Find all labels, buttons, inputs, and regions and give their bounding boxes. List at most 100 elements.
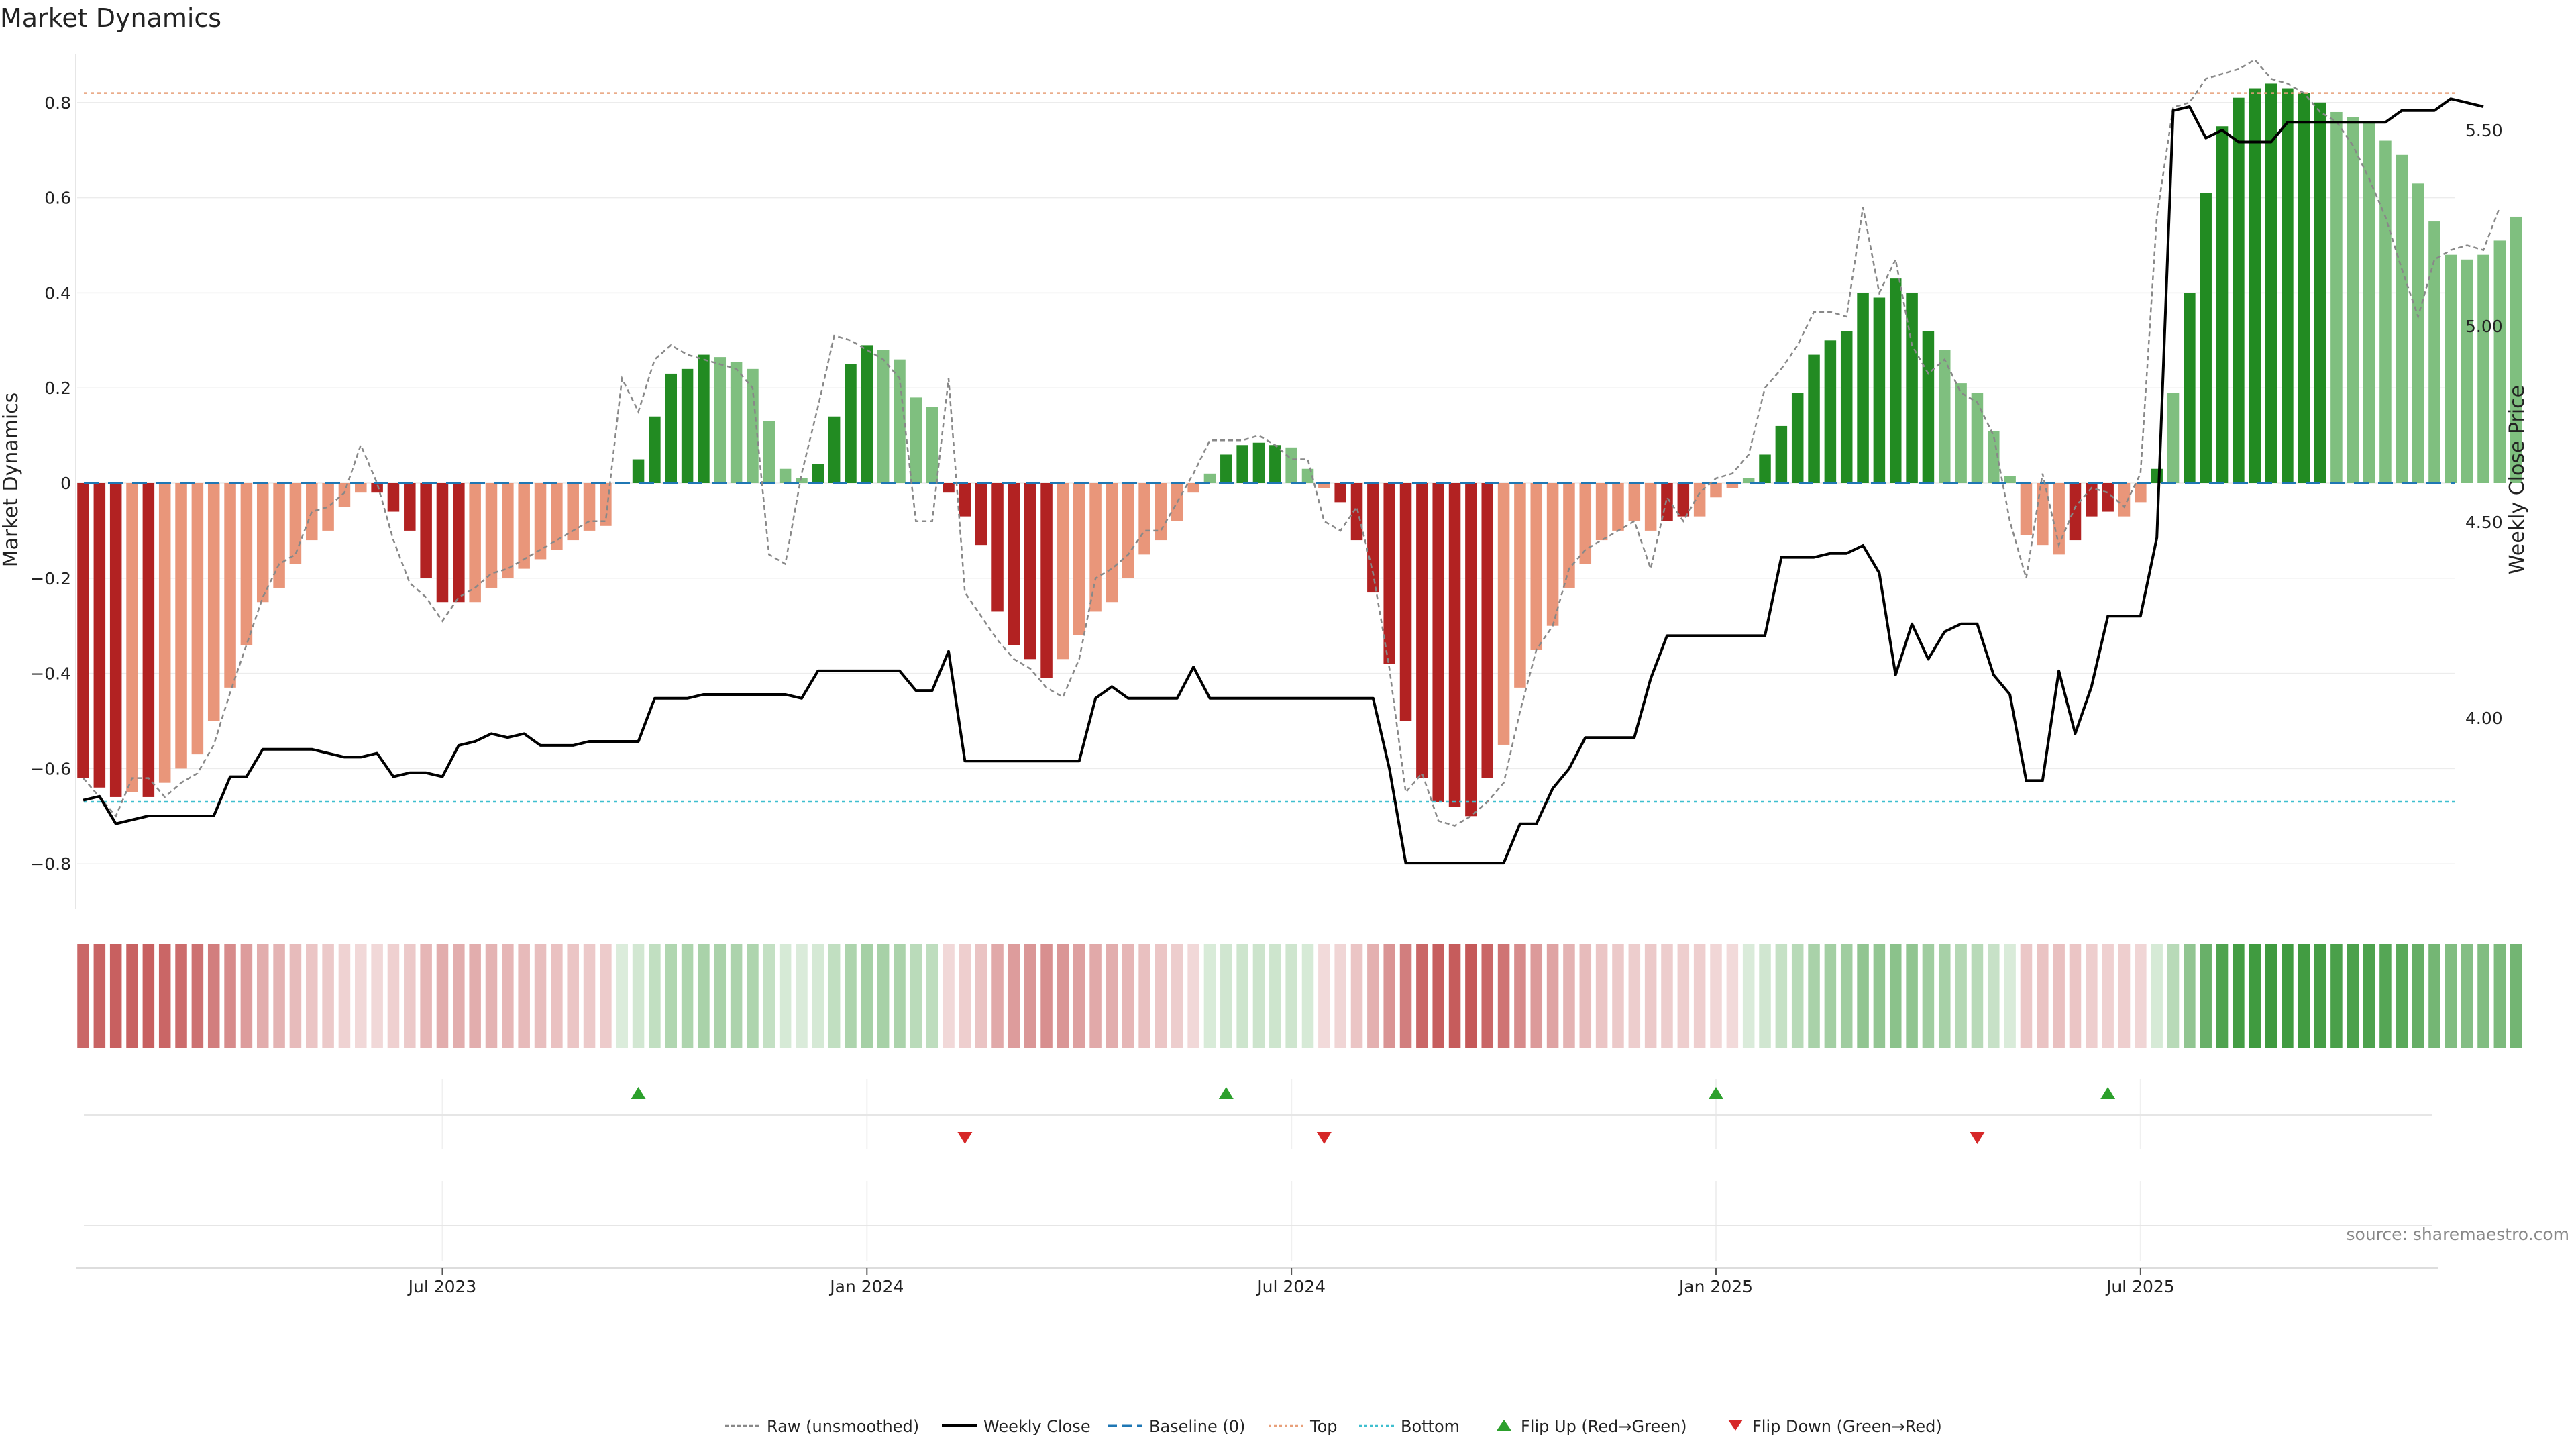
bar [2151, 468, 2163, 483]
heat-cell [877, 944, 890, 1048]
bar [1448, 483, 1461, 807]
bar [1399, 483, 1412, 721]
heat-cell [2004, 944, 2016, 1048]
heat-cell [1546, 944, 1559, 1048]
heat-cell [2086, 944, 2098, 1048]
heat-cell [2282, 944, 2294, 1048]
bar [1465, 483, 1477, 817]
heat-cell [1906, 944, 1918, 1048]
bar [485, 483, 498, 588]
heat-cell [2020, 944, 2033, 1048]
bar [207, 483, 220, 721]
bar [2037, 483, 2049, 546]
bar [1791, 393, 1804, 483]
bar [877, 350, 890, 483]
heat-cell [2477, 944, 2489, 1048]
bar [2445, 254, 2457, 483]
bar [1252, 442, 1265, 483]
heat-cell [273, 944, 285, 1048]
heat-cell [763, 944, 775, 1048]
bar [289, 483, 302, 564]
bar [567, 483, 579, 541]
heat-cell [518, 944, 530, 1048]
legend-label: Flip Down (Green→Red) [1752, 1417, 1942, 1436]
heat-cell [126, 944, 138, 1048]
heat-cell [1579, 944, 1592, 1048]
bar [387, 483, 400, 512]
bar [1318, 483, 1330, 488]
heat-cell [1301, 944, 1314, 1048]
price-series [83, 97, 2484, 865]
heat-cell [1775, 944, 1788, 1048]
heat-cell [77, 944, 89, 1048]
heat-cell [2069, 944, 2082, 1048]
heat-cell [1808, 944, 1820, 1048]
heat-cell [1742, 944, 1755, 1048]
heat-cell [616, 944, 628, 1048]
heat-cell [1563, 944, 1575, 1048]
heat-cell [975, 944, 987, 1048]
bar [2249, 88, 2261, 483]
heat-cell [2461, 944, 2473, 1048]
flip-markers [84, 1087, 2432, 1226]
y-left-tick-label: −0.2 [30, 569, 71, 588]
bar [1628, 483, 1641, 521]
bar [894, 359, 906, 483]
y-axis-left-title: Market Dynamics [0, 393, 23, 568]
legend-label: Baseline (0) [1149, 1417, 1245, 1436]
heat-cell [1693, 944, 1706, 1048]
bar [2510, 216, 2522, 483]
bar [1383, 483, 1395, 664]
heat-cell [1040, 944, 1053, 1048]
heat-cell [730, 944, 743, 1048]
y-left-tick-label: −0.4 [30, 664, 71, 684]
heat-cell [2053, 944, 2065, 1048]
bar [158, 483, 171, 783]
heat-cell [1073, 944, 1085, 1048]
bar [2069, 483, 2082, 541]
heat-cell [649, 944, 661, 1048]
heat-cell [1383, 944, 1395, 1048]
bar [796, 478, 808, 483]
bar [2200, 193, 2212, 483]
bar [943, 483, 955, 493]
heat-cell [322, 944, 334, 1048]
y-left-tick-label: 0.8 [44, 93, 71, 113]
legend-item-top: Top [1269, 1417, 1338, 1436]
bar [2477, 254, 2489, 483]
bar [1710, 483, 1722, 498]
heat-cell [191, 944, 204, 1048]
heat-cell [1612, 944, 1624, 1048]
heat-cell [534, 944, 547, 1048]
bar [1089, 483, 1102, 612]
heat-cell [1988, 944, 2000, 1048]
heat-cell [1008, 944, 1020, 1048]
heat-cell [2037, 944, 2049, 1048]
bar [1824, 340, 1837, 483]
bar [845, 364, 857, 483]
heat-cell [404, 944, 416, 1048]
heat-cell [1252, 944, 1265, 1048]
heat-cell [812, 944, 824, 1048]
heat-cell [2396, 944, 2408, 1048]
heat-cell [93, 944, 106, 1048]
bar [1497, 483, 1510, 745]
bar [371, 483, 383, 493]
bar [1057, 483, 1069, 660]
bar [1367, 483, 1379, 593]
legend-item-price: Weekly Close [942, 1417, 1091, 1436]
y-left-tick-label: 0.6 [44, 189, 71, 208]
bar [502, 483, 514, 578]
heat-cell [2445, 944, 2457, 1048]
heat-cell [1465, 944, 1477, 1048]
legend-item-flip_up: Flip Up (Red→Green) [1497, 1417, 1687, 1436]
heat-cell [714, 944, 727, 1048]
heat-cell [2249, 944, 2261, 1048]
x-tick-label: Jul 2025 [2105, 1277, 2175, 1296]
heat-cell [1873, 944, 1886, 1048]
heat-cell [681, 944, 694, 1048]
bar [1334, 483, 1346, 503]
heat-cell [583, 944, 596, 1048]
heat-cell [1089, 944, 1102, 1048]
heat-cell [2265, 944, 2277, 1048]
